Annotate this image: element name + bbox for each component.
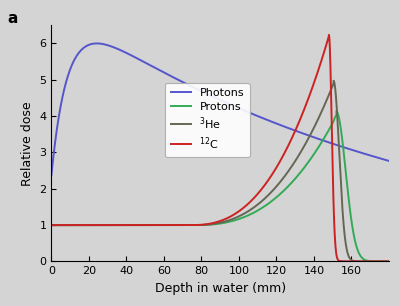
- Y-axis label: Relative dose: Relative dose: [21, 101, 34, 186]
- X-axis label: Depth in water (mm): Depth in water (mm): [154, 282, 286, 295]
- Text: a: a: [8, 11, 18, 26]
- Legend: Photons, Protons, $^3$He, $^{12}$C: Photons, Protons, $^3$He, $^{12}$C: [165, 83, 250, 157]
